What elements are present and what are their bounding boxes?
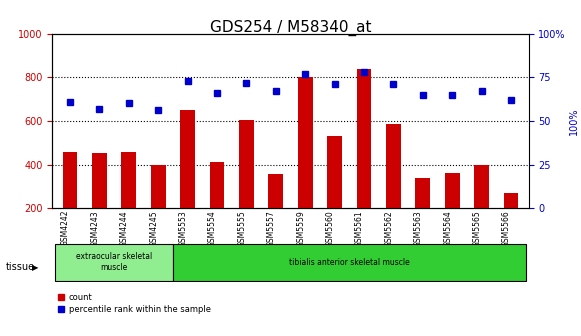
Text: GSM5555: GSM5555: [238, 210, 246, 247]
Bar: [268, 174, 283, 252]
Bar: [504, 193, 518, 252]
Bar: [474, 165, 489, 252]
FancyBboxPatch shape: [55, 244, 173, 282]
Legend: count, percentile rank within the sample: count, percentile rank within the sample: [56, 293, 211, 313]
Text: GSM4242: GSM4242: [61, 210, 70, 247]
Bar: [151, 165, 166, 252]
Bar: [298, 77, 313, 252]
Text: tissue: tissue: [6, 262, 35, 272]
Text: tibialis anterior skeletal muscle: tibialis anterior skeletal muscle: [289, 258, 410, 266]
Text: GSM5560: GSM5560: [325, 210, 335, 247]
FancyBboxPatch shape: [173, 244, 526, 282]
Text: GSM5562: GSM5562: [385, 210, 393, 247]
Bar: [180, 110, 195, 252]
Bar: [415, 178, 430, 252]
Bar: [210, 163, 224, 252]
Bar: [92, 153, 107, 252]
Text: GSM5559: GSM5559: [296, 210, 305, 247]
Text: GSM4243: GSM4243: [90, 210, 99, 247]
Text: GSM5553: GSM5553: [178, 210, 188, 247]
Bar: [386, 124, 401, 252]
Bar: [121, 152, 136, 252]
Y-axis label: 100%: 100%: [569, 107, 579, 135]
Text: GSM5565: GSM5565: [473, 210, 482, 247]
Text: GSM5564: GSM5564: [443, 210, 452, 247]
Text: extraocular skeletal
muscle: extraocular skeletal muscle: [76, 252, 152, 272]
Text: GSM5566: GSM5566: [502, 210, 511, 247]
Text: GSM5557: GSM5557: [267, 210, 276, 247]
Text: ▶: ▶: [32, 263, 38, 271]
Bar: [239, 120, 254, 252]
Bar: [327, 136, 342, 252]
Text: GDS254 / M58340_at: GDS254 / M58340_at: [210, 20, 371, 36]
Bar: [357, 69, 371, 252]
Bar: [445, 173, 460, 252]
Text: GSM5563: GSM5563: [414, 210, 423, 247]
Text: GSM4244: GSM4244: [120, 210, 129, 247]
Bar: [63, 152, 77, 252]
Text: GSM5561: GSM5561: [355, 210, 364, 247]
Text: GSM5554: GSM5554: [208, 210, 217, 247]
Text: GSM4245: GSM4245: [149, 210, 158, 247]
